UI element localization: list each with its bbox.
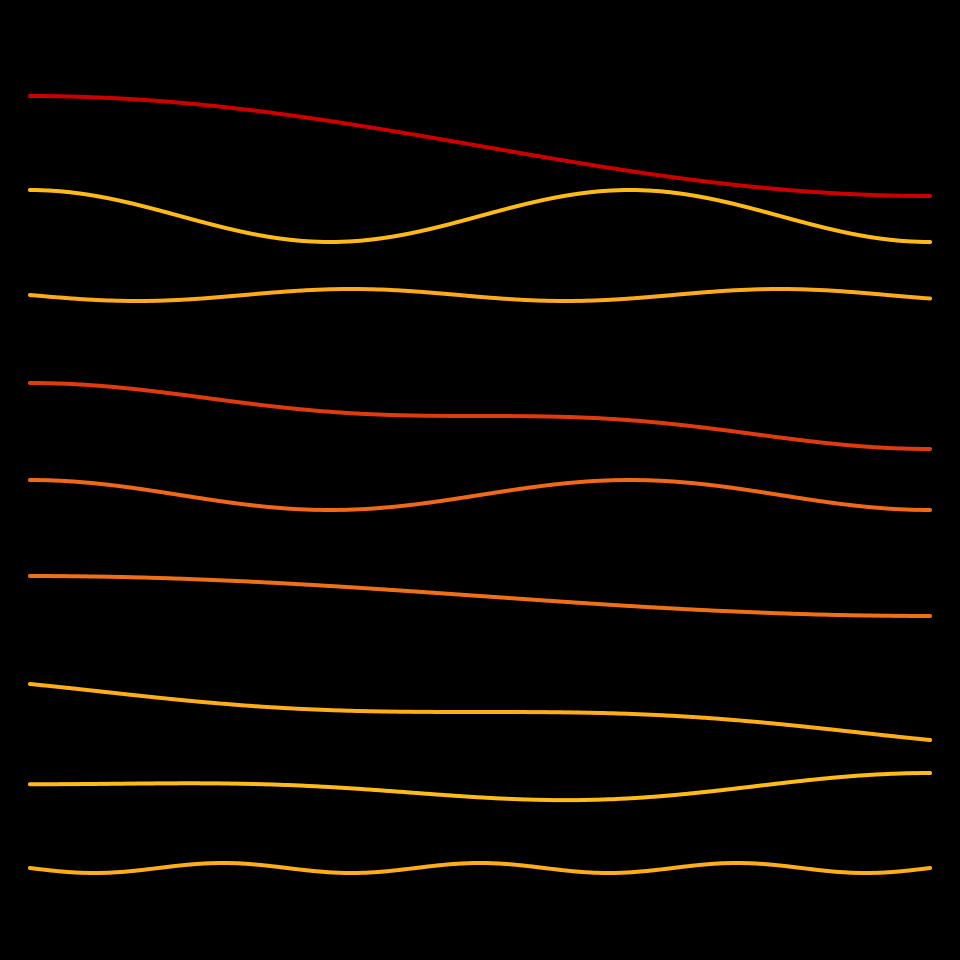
wave-9 — [28, 861, 932, 875]
wave-1 — [28, 94, 932, 198]
wave-5 — [28, 478, 932, 512]
wave-8 — [28, 771, 932, 803]
wave-6 — [28, 574, 932, 618]
wave-2 — [28, 188, 932, 244]
wave-4 — [28, 381, 932, 451]
wave-7 — [28, 682, 932, 742]
wave-3 — [28, 287, 932, 303]
